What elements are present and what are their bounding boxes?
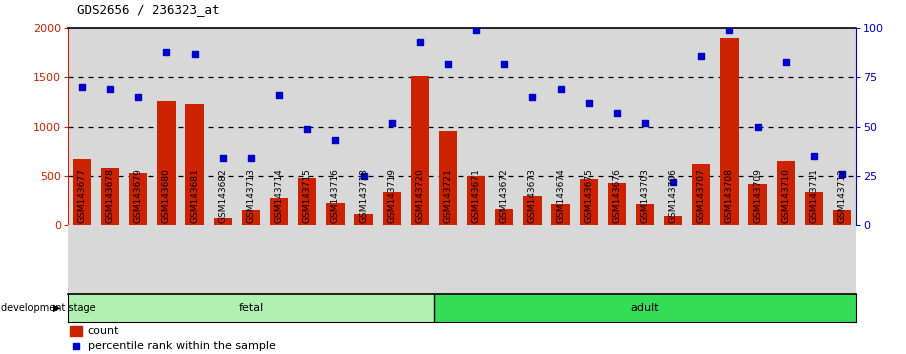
Bar: [382, 192, 400, 225]
Point: [582, 100, 596, 106]
Text: count: count: [88, 326, 120, 336]
Point: [356, 173, 371, 178]
Bar: [805, 192, 823, 225]
Bar: [72, 159, 92, 225]
Point: [216, 155, 230, 161]
Point: [722, 28, 737, 33]
Point: [497, 61, 512, 67]
Point: [188, 51, 202, 57]
Bar: [608, 183, 626, 225]
Text: adult: adult: [631, 303, 660, 313]
Bar: [720, 38, 738, 225]
Text: GDS2656 / 236323_at: GDS2656 / 236323_at: [77, 3, 219, 16]
Point: [469, 28, 484, 33]
Bar: [101, 168, 120, 225]
Point: [384, 120, 399, 125]
Point: [834, 171, 849, 177]
Point: [272, 92, 286, 98]
Bar: [410, 76, 429, 225]
Bar: [434, 294, 856, 322]
Point: [525, 94, 540, 100]
Point: [554, 86, 568, 92]
Bar: [552, 204, 570, 225]
Bar: [242, 210, 260, 225]
Bar: [68, 294, 434, 322]
Bar: [664, 216, 682, 225]
Point: [694, 53, 708, 59]
Point: [328, 137, 342, 143]
Point: [666, 179, 680, 184]
Bar: [496, 209, 514, 225]
Point: [610, 110, 624, 116]
Bar: [636, 204, 654, 225]
Bar: [214, 218, 232, 225]
Point: [638, 120, 652, 125]
Bar: [71, 326, 82, 336]
Bar: [833, 210, 852, 225]
Text: percentile rank within the sample: percentile rank within the sample: [88, 341, 275, 350]
Bar: [524, 196, 542, 225]
Point: [69, 343, 83, 348]
Point: [300, 126, 314, 131]
Bar: [748, 183, 766, 225]
Bar: [130, 173, 148, 225]
Point: [159, 49, 174, 55]
Point: [778, 59, 793, 64]
Point: [806, 153, 821, 159]
Point: [412, 39, 427, 45]
Bar: [692, 164, 710, 225]
Point: [244, 155, 258, 161]
Bar: [298, 178, 316, 225]
Bar: [186, 104, 204, 225]
Bar: [467, 176, 486, 225]
Text: ▶: ▶: [53, 303, 61, 313]
Bar: [354, 214, 372, 225]
Point: [131, 94, 146, 100]
Bar: [326, 203, 344, 225]
Point: [75, 84, 90, 90]
Text: fetal: fetal: [238, 303, 264, 313]
Bar: [439, 131, 458, 225]
Point: [103, 86, 118, 92]
Point: [440, 61, 455, 67]
Point: [750, 124, 765, 129]
Bar: [158, 101, 176, 225]
Text: development stage: development stage: [1, 303, 95, 313]
Bar: [776, 161, 795, 225]
Bar: [270, 198, 288, 225]
Bar: [580, 179, 598, 225]
